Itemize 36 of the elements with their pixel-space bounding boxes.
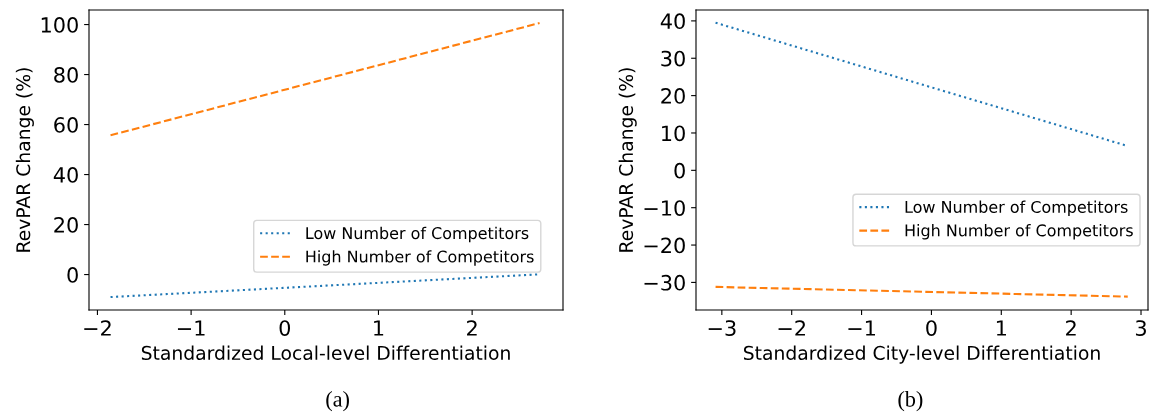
legend-label: Low Number of Competitors: [306, 226, 529, 243]
y-tick-label: −30: [644, 274, 685, 291]
y-axis-title: RevPAR Change (%): [618, 68, 637, 252]
x-tick-label: 2: [1066, 320, 1076, 336]
x-tick-label: −3: [708, 320, 736, 336]
x-tick-label: −2: [84, 320, 111, 336]
y-tick-label: 80: [54, 67, 78, 83]
x-tick-label: 3: [1135, 320, 1146, 336]
x-tick-label: −1: [177, 320, 205, 336]
y-axis-title: RevPAR Change (%): [15, 68, 34, 252]
y-tick-label: 20: [661, 88, 685, 104]
x-tick-label: 0: [279, 320, 291, 336]
x-axis-title: Standardized City-level Differentiation: [743, 345, 1100, 364]
legend-label: High Number of Competitors: [306, 250, 534, 266]
y-tick-label: 0: [674, 162, 685, 179]
y-tick-label: 10: [662, 125, 685, 142]
legend-label: Low Number of Competitors: [905, 200, 1128, 217]
y-tick-label: 30: [661, 50, 685, 67]
y-tick-label: 0: [67, 267, 78, 283]
y-tick-label: 100: [41, 17, 78, 33]
y-tick-label: −10: [644, 200, 685, 216]
x-tick-label: 2: [467, 320, 477, 336]
legend-label: High Number of Competitors: [905, 224, 1133, 240]
x-tick-label: −1: [848, 320, 875, 336]
y-tick-label: 60: [54, 117, 78, 133]
x-tick-label: 0: [926, 320, 937, 336]
text: (b): [898, 391, 923, 412]
x-tick-label: −2: [778, 320, 805, 336]
x-tick-label: 1: [996, 320, 1006, 336]
y-tick-label: 20: [54, 217, 78, 233]
y-tick-label: 40: [53, 167, 78, 183]
text: (a): [326, 391, 349, 412]
x-tick-label: 1: [374, 320, 384, 336]
y-tick-label: 40: [660, 13, 685, 30]
x-axis-title: Standardized Local-level Differentiation: [141, 345, 510, 361]
y-tick-label: −20: [644, 237, 685, 254]
